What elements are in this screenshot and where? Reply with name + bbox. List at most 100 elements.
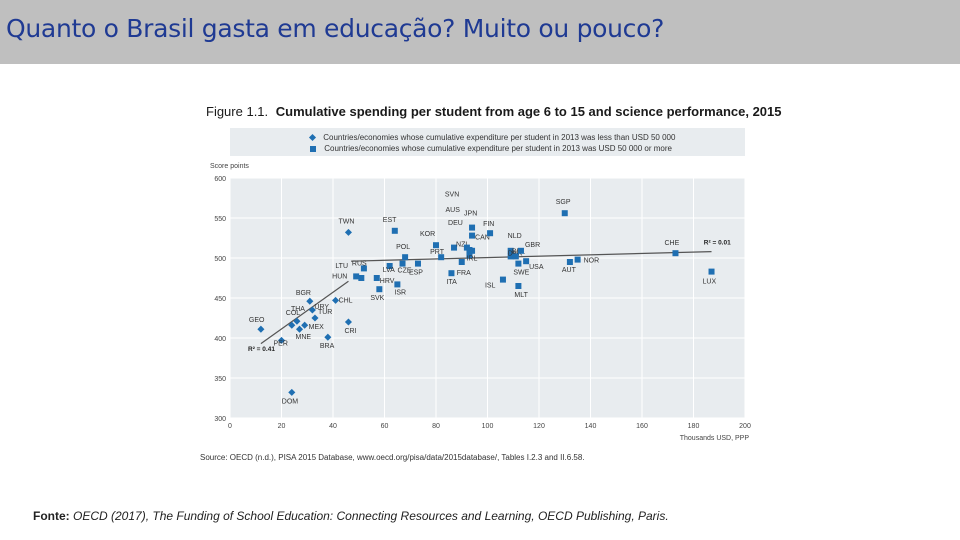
data-point-isr — [394, 281, 401, 288]
data-point-can — [469, 232, 476, 239]
point-label-mex: MEX — [309, 324, 325, 331]
point-label-aut: AUT — [562, 267, 577, 274]
footer-text: OECD (2017), The Funding of School Educa… — [73, 509, 669, 523]
data-point-lux — [708, 268, 715, 275]
x-tick-label: 180 — [688, 423, 700, 430]
data-point-hrv — [373, 275, 380, 281]
chart-legend: Countries/economies whose cumulative exp… — [230, 128, 745, 156]
y-tick-label: 350 — [214, 376, 226, 383]
point-label-fra: FRA — [457, 270, 471, 277]
r2-label: R² = 0.41 — [248, 346, 275, 353]
point-label-kor: KOR — [420, 231, 435, 238]
data-point-per — [277, 336, 286, 344]
data-point-fra — [458, 259, 465, 265]
point-label-svn: SVN — [445, 192, 459, 199]
point-label-aus: AUS — [445, 207, 460, 214]
data-point-isl — [499, 276, 506, 283]
figure-source: Source: OECD (n.d.), PISA 2015 Database,… — [200, 453, 585, 462]
data-point-nor — [574, 256, 581, 263]
data-point-che — [672, 250, 679, 257]
x-tick-label: 100 — [482, 423, 494, 430]
point-label-col: COL — [286, 310, 301, 317]
data-point-ltu — [358, 275, 365, 281]
data-point-swe — [515, 260, 522, 267]
y-tick-label: 500 — [214, 256, 226, 263]
data-point-tur — [311, 314, 319, 322]
x-tick-label: 0 — [228, 423, 232, 430]
data-point-mlt — [515, 283, 522, 289]
trendline — [260, 280, 349, 345]
data-point-deu — [469, 247, 476, 254]
slide-title: Quanto o Brasil gasta em educação? Muito… — [6, 14, 665, 43]
point-label-nor: NOR — [584, 258, 600, 265]
footer-citation: Fonte: OECD (2017), The Funding of Schoo… — [33, 509, 669, 523]
point-label-deu: DEU — [448, 220, 463, 227]
data-point-nld — [507, 247, 514, 254]
point-label-isl: ISL — [485, 283, 496, 290]
point-label-can: CAN — [475, 235, 490, 242]
point-label-prt: PRT — [430, 249, 445, 256]
point-label-est: EST — [383, 217, 397, 224]
data-point-gbr — [517, 247, 524, 254]
data-point-kor — [433, 242, 439, 249]
x-tick-label: 80 — [432, 423, 440, 430]
figure-title-text: Cumulative spending per student from age… — [275, 104, 782, 119]
data-point-dom — [288, 388, 296, 396]
data-point-aut — [566, 259, 573, 265]
point-label-sgp: SGP — [556, 199, 571, 206]
data-point-pol — [402, 254, 409, 261]
data-point-rus — [360, 265, 367, 272]
data-point-usa — [523, 258, 530, 265]
data-point-svk — [376, 286, 383, 293]
data-point-bel — [512, 253, 519, 260]
x-tick-label: 120 — [533, 423, 545, 430]
point-label-irl: IRL — [466, 256, 477, 263]
x-tick-label: 40 — [329, 423, 337, 430]
point-label-dom: DOM — [282, 398, 299, 405]
point-label-che: CHE — [664, 240, 679, 247]
point-label-fin: FIN — [483, 221, 494, 228]
point-label-esp: ESP — [409, 270, 423, 277]
legend-label: Countries/economies whose cumulative exp… — [323, 133, 676, 142]
data-point-nzl — [451, 244, 458, 251]
x-tick-label: 200 — [739, 423, 751, 430]
data-point-esp — [414, 260, 421, 267]
data-point-lva — [386, 263, 393, 269]
point-label-swe: SWE — [513, 270, 529, 277]
x-tick-label: 60 — [381, 423, 389, 430]
r2-label: R² = 0.01 — [704, 239, 731, 246]
data-point-fin — [487, 230, 494, 237]
point-label-lux: LUX — [703, 279, 717, 286]
x-axis-label: Thousands USD, PPP — [680, 435, 750, 442]
point-label-lva: LVA — [383, 267, 396, 274]
point-label-ita: ITA — [446, 279, 457, 286]
point-label-ury: URY — [314, 304, 329, 311]
point-label-hun: HUN — [332, 273, 347, 280]
legend-item-50k-or-more: Countries/economies whose cumulative exp… — [310, 144, 672, 153]
y-tick-label: 550 — [214, 216, 226, 223]
point-label-geo: GEO — [249, 317, 265, 324]
point-label-isr: ISR — [394, 289, 406, 296]
data-point-chl — [332, 296, 340, 304]
point-label-chl: CHL — [339, 297, 353, 304]
chart-svg: 300 350 400 450 500 550 600 0 20 40 60 80 100 120 140 1… — [210, 163, 751, 442]
data-point-ita — [448, 270, 455, 277]
point-label-rus: RUS — [352, 260, 367, 267]
point-label-gbr: GBR — [525, 242, 540, 249]
point-label-mlt: MLT — [514, 292, 528, 299]
square-marker-icon — [310, 145, 316, 152]
y-tick-label: 400 — [214, 336, 226, 343]
y-tick-label: 450 — [214, 296, 226, 303]
y-tick-label: 600 — [214, 176, 226, 183]
data-point-dnk — [507, 253, 514, 260]
data-point-prt — [438, 254, 445, 261]
point-label-bgr: BGR — [296, 290, 311, 297]
point-label-per: PER — [274, 340, 288, 347]
data-point-est — [391, 227, 398, 234]
point-label-usa: USA — [529, 264, 544, 271]
data-point-jpn — [469, 224, 476, 231]
point-label-ltu: LTU — [335, 263, 348, 270]
footer-label: Fonte: — [33, 509, 70, 523]
x-tick-label: 20 — [278, 423, 286, 430]
point-label-tha: THA — [291, 306, 305, 313]
